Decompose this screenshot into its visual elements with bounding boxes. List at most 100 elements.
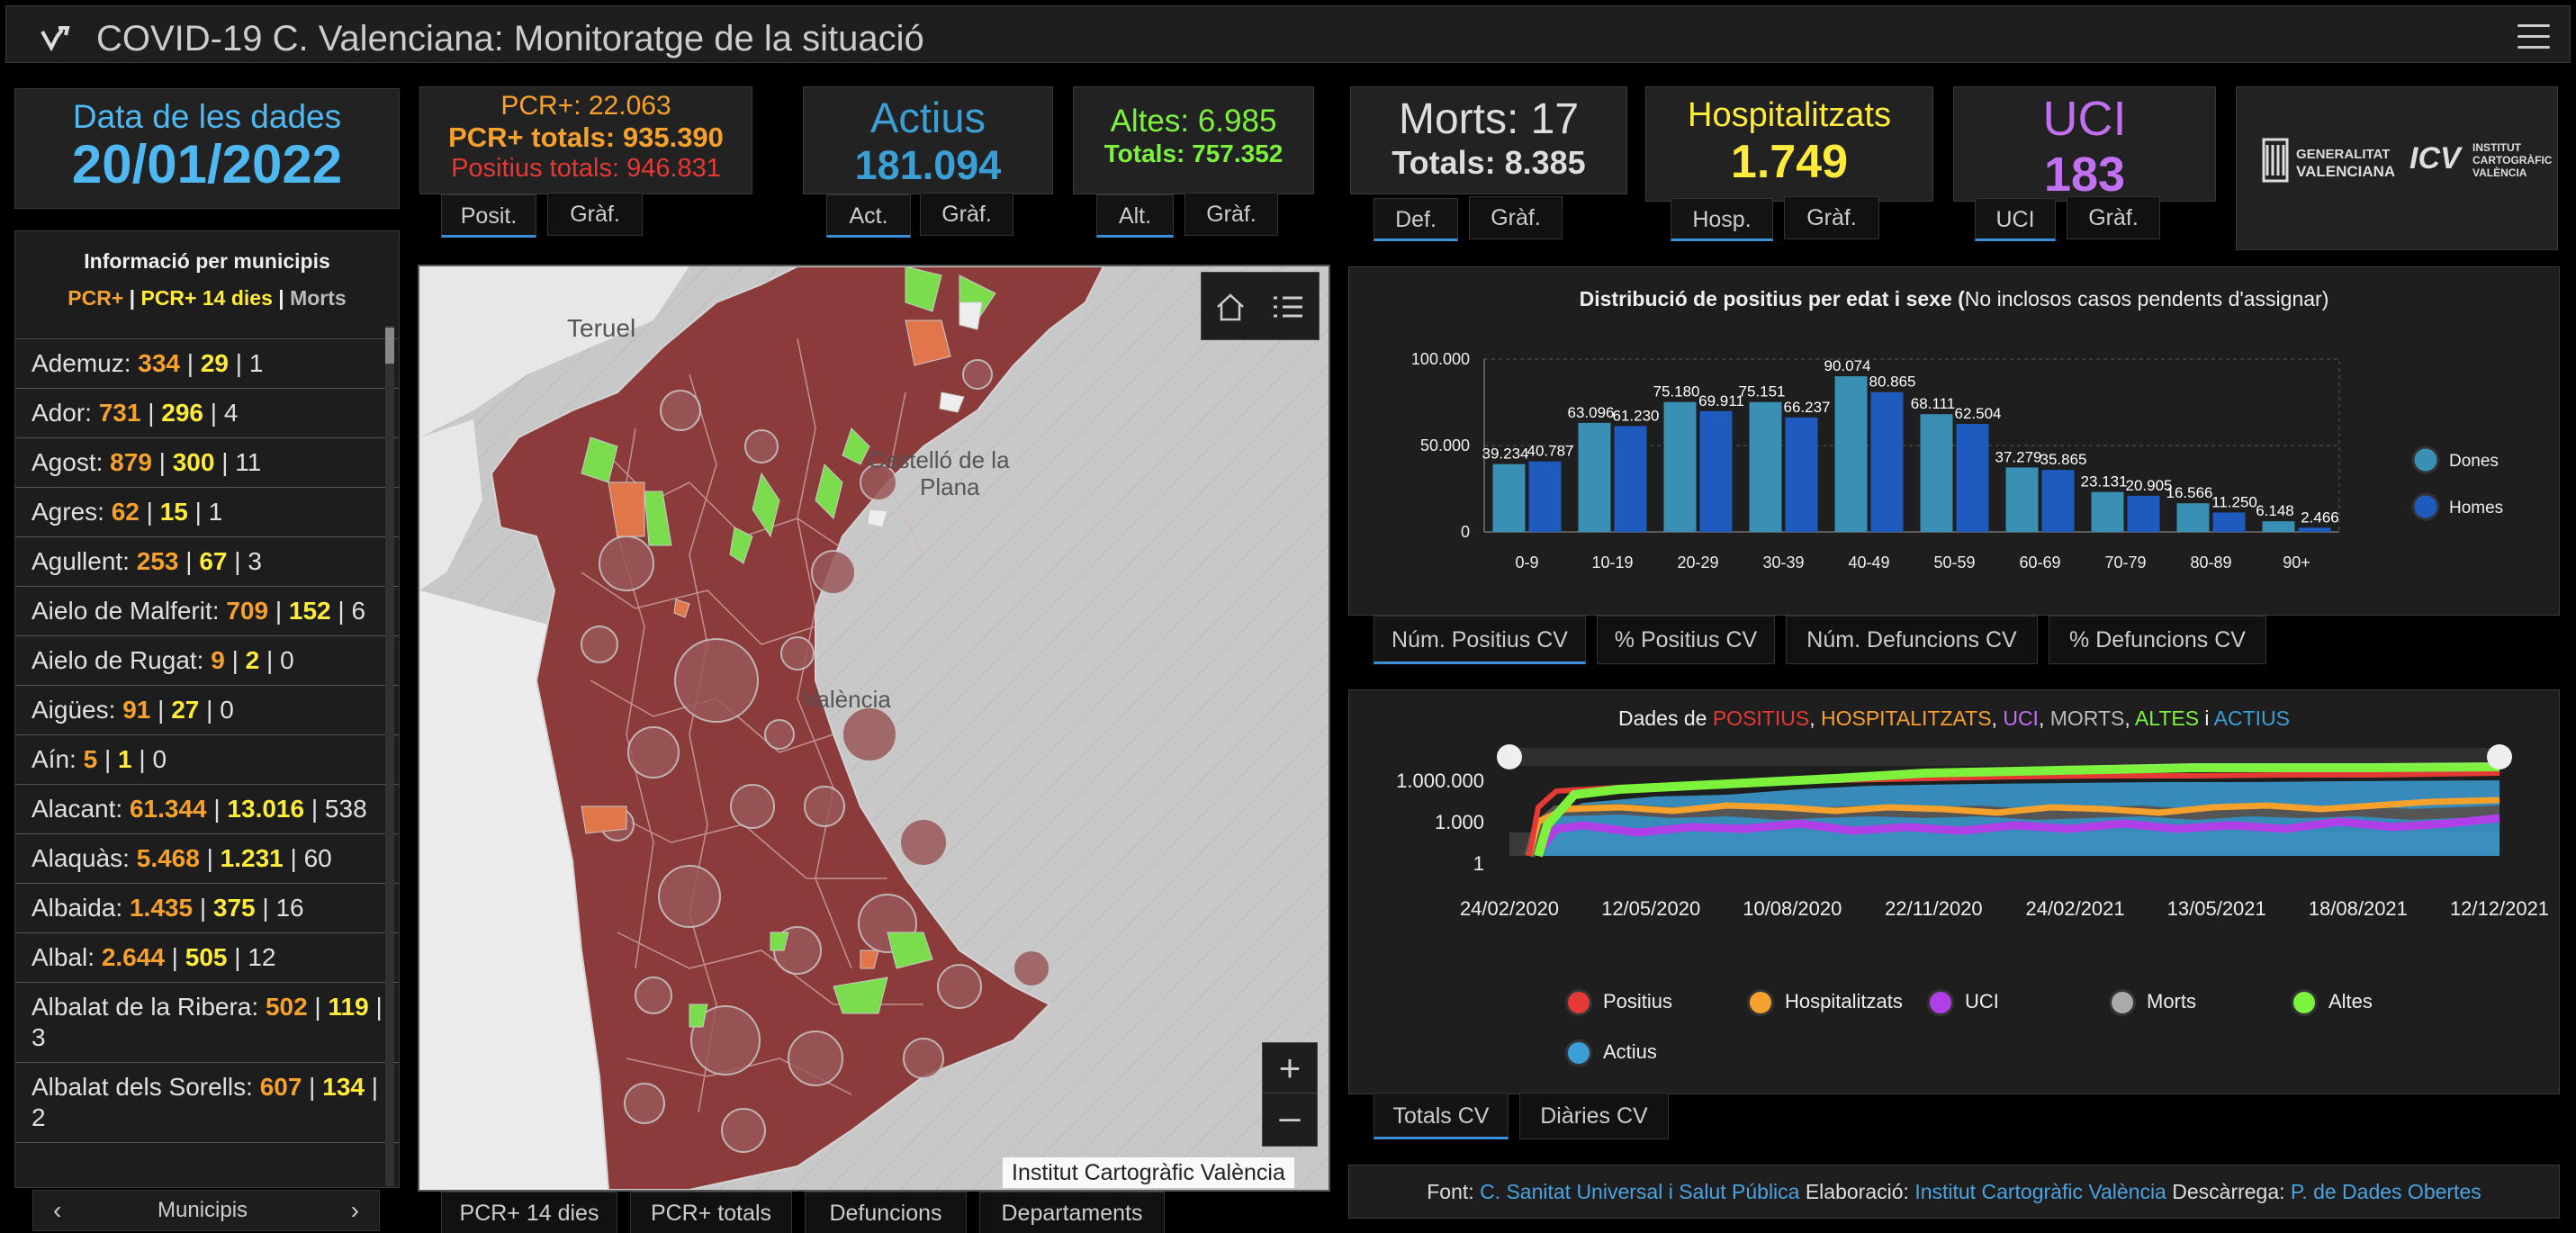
bar-homes-0-9[interactable] <box>1528 461 1562 532</box>
bar-homes-80-89[interactable] <box>2212 512 2246 532</box>
hamburger-menu-icon[interactable] <box>2517 24 2550 50</box>
list-item[interactable]: Albal: 2.644 | 505 | 12 <box>15 933 399 983</box>
tab-posit-graph[interactable]: Gràf. <box>547 193 643 236</box>
bar-dones-20-29[interactable] <box>1663 401 1697 532</box>
tab-num-defuncions[interactable]: Núm. Defuncions CV <box>1786 616 2038 664</box>
date-value: 20/01/2022 <box>71 134 343 194</box>
bar-dones-90+[interactable] <box>2262 521 2295 532</box>
municipality-scrollbar[interactable] <box>385 326 394 1186</box>
bar-dones-80-89[interactable] <box>2176 503 2210 532</box>
bar-homes-60-69[interactable] <box>2041 470 2075 532</box>
list-item[interactable]: Albaida: 1.435 | 375 | 16 <box>15 884 399 933</box>
list-item[interactable]: Aielo de Malferit: 709 | 152 | 6 <box>15 587 399 636</box>
bar-dones-40-49[interactable] <box>1834 376 1868 532</box>
list-item[interactable]: Albalat de la Ribera: 502 | 119 | 3 <box>15 983 399 1063</box>
footer-elab-link[interactable]: Institut Cartogràfic València <box>1914 1180 2166 1203</box>
morts-card: Morts: 17 Totals: 8.385 <box>1350 86 1627 194</box>
range-handle-start[interactable] <box>1497 744 1522 770</box>
pager-next-icon[interactable]: › <box>350 1196 359 1224</box>
list-item[interactable]: Aín: 5 | 1 | 0 <box>15 735 399 785</box>
range-handle-end[interactable] <box>2487 744 2512 770</box>
timeline-legend: Positius Hospitalitzats UCI Morts Altes Actiu… <box>1349 964 2561 1090</box>
tab-totals-cv[interactable]: Totals CV <box>1374 1093 1509 1139</box>
tab-altes-graph[interactable]: Gràf. <box>1184 193 1278 236</box>
tab-altes[interactable]: Alt. <box>1096 194 1174 238</box>
list-item[interactable]: Agost: 879 | 300 | 11 <box>15 438 399 488</box>
tab-actius-graph[interactable]: Gràf. <box>920 193 1013 236</box>
chart1-xtick: 40-49 <box>1848 554 1889 572</box>
tab-uci-graph[interactable]: Gràf. <box>2067 196 2160 239</box>
legend-item-altes[interactable]: Altes <box>2291 986 2373 1018</box>
chart1-xtick: 20-29 <box>1677 554 1718 572</box>
list-item[interactable]: Aigües: 91 | 27 | 0 <box>15 686 399 735</box>
muni-morts: 60 <box>303 844 332 872</box>
muni-pcr14: 1 <box>118 745 132 773</box>
chart1-tabs: Núm. Positius CV % Positius CV Núm. Defu… <box>1374 616 2274 666</box>
muni-name: Ador: <box>32 399 92 427</box>
legend-item-positius[interactable]: Positius <box>1565 986 1672 1018</box>
timeline-chart-panel: Dades de POSITIUS, HOSPITALITZATS, UCI, … <box>1348 689 2560 1094</box>
date-label: Data de les dades <box>72 98 342 135</box>
home-icon[interactable] <box>1214 291 1247 323</box>
tab-map-pcr-totals[interactable]: PCR+ totals <box>630 1192 792 1233</box>
municipality-header: Informació per municipis PCR+ | PCR+ 14 … <box>15 231 399 339</box>
bar-dones-50-59[interactable] <box>1920 414 1953 532</box>
tab-map-departaments[interactable]: Departaments <box>979 1192 1165 1233</box>
pager-prev-icon[interactable]: ‹ <box>53 1196 62 1224</box>
tab-num-positius[interactable]: Núm. Positius CV <box>1374 616 1586 664</box>
list-item[interactable]: Agullent: 253 | 67 | 3 <box>15 537 399 587</box>
footer-font-link[interactable]: C. Sanitat Universal i Salut Pública <box>1480 1180 1800 1203</box>
tab-pct-positius[interactable]: % Positius CV <box>1597 616 1775 664</box>
zoom-in-icon[interactable]: + <box>1263 1043 1317 1094</box>
list-item[interactable]: Ademuz: 334 | 29 | 1 <box>15 339 399 389</box>
map-canvas[interactable]: Teruel Castelló de la Plana València <box>419 266 1329 1190</box>
list-item[interactable]: Ador: 731 | 296 | 4 <box>15 389 399 438</box>
bar-homes-10-19[interactable] <box>1614 426 1647 532</box>
bar-dones-60-69[interactable] <box>2005 467 2039 532</box>
map-attribution: Institut Cartogràfic València <box>1003 1157 1294 1188</box>
muni-pcr14: 15 <box>159 498 188 526</box>
altes-totals: Totals: 757.352 <box>1103 140 1283 167</box>
legend-item-hospitalitzats[interactable]: Hospitalitzats <box>1747 986 1903 1018</box>
bar-dones-30-39[interactable] <box>1749 401 1782 532</box>
chart1-value-label: 20.905 <box>2126 477 2173 494</box>
bar-dones-0-9[interactable] <box>1492 464 1526 532</box>
bar-homes-90+[interactable] <box>2298 527 2331 532</box>
muni-pcr: 502 <box>265 993 308 1021</box>
list-item[interactable]: Alaquàs: 5.468 | 1.231 | 60 <box>15 834 399 884</box>
layer-list-icon[interactable] <box>1270 291 1306 323</box>
bar-homes-20-29[interactable] <box>1699 410 1733 532</box>
tab-posit[interactable]: Posit. <box>441 194 536 238</box>
list-item[interactable]: Aielo de Rugat: 9 | 2 | 0 <box>15 636 399 686</box>
tab-def-graph[interactable]: Gràf. <box>1469 196 1563 239</box>
list-item[interactable]: Agres: 62 | 15 | 1 <box>15 488 399 537</box>
hosp-label: Hospitalitzats <box>1688 96 1891 134</box>
tab-hosp-graph[interactable]: Gràf. <box>1784 196 1879 239</box>
zoom-out-icon[interactable]: – <box>1279 1095 1301 1138</box>
tab-map-defuncions[interactable]: Defuncions <box>805 1192 967 1233</box>
list-item[interactable]: Alacant: 61.344 | 13.016 | 538 <box>15 785 399 834</box>
tab-hosp[interactable]: Hosp. <box>1671 198 1773 241</box>
tab-pct-defuncions[interactable]: % Defuncions CV <box>2049 616 2266 664</box>
legend-item-actius[interactable]: Actius <box>1565 1036 1657 1068</box>
list-item[interactable]: Albalat dels Sorells: 607 | 134 | 2 <box>15 1063 399 1143</box>
bar-dones-10-19[interactable] <box>1578 422 1611 532</box>
tab-uci[interactable]: UCI <box>1975 198 2056 241</box>
tab-diaries-cv[interactable]: Diàries CV <box>1519 1093 1669 1139</box>
tab-map-pcr14[interactable]: PCR+ 14 dies <box>441 1192 617 1233</box>
timeline-chart[interactable]: 1.000.000 1.000 1 24/02/2020 12/05/2020 10… <box>1349 735 2561 1095</box>
bar-homes-70-79[interactable] <box>2127 495 2160 532</box>
tab-def[interactable]: Def. <box>1374 198 1458 241</box>
muni-name: Ademuz: <box>32 349 131 377</box>
legend-dot-icon <box>1565 989 1592 1017</box>
legend-item-uci[interactable]: UCI <box>1927 986 1999 1018</box>
map-view[interactable]: Teruel Castelló de la Plana València + –… <box>418 265 1330 1192</box>
footer-desc-link[interactable]: P. de Dades Obertes <box>2290 1180 2481 1203</box>
bar-homes-50-59[interactable] <box>1956 423 1989 532</box>
bar-homes-40-49[interactable] <box>1870 392 1904 532</box>
bar-dones-70-79[interactable] <box>2091 491 2124 532</box>
bar-homes-30-39[interactable] <box>1785 417 1818 532</box>
tab-actius[interactable]: Act. <box>826 194 911 238</box>
legend-item-morts[interactable]: Morts <box>2109 986 2196 1018</box>
chart2-xtick: 18/08/2021 <box>2309 897 2408 920</box>
